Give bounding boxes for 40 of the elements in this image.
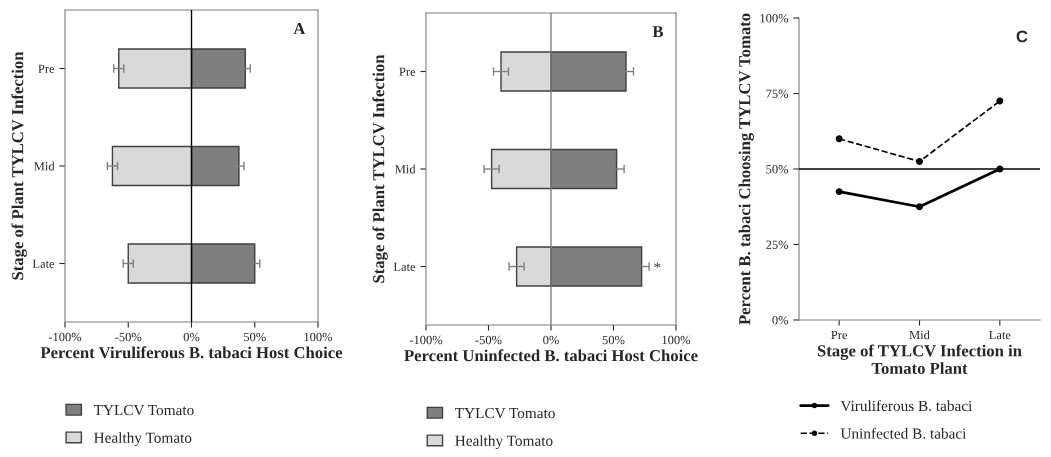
legend-label: Viruliferous B. tabaci [840, 400, 973, 412]
x-tick-label: 100% [304, 332, 333, 342]
legend-label: Healthy Tomato [94, 432, 192, 447]
y-tick-label: 0% [772, 316, 789, 325]
x-axis-title: Percent Viruliferous B. tabaci Host Choice [40, 346, 343, 359]
legend-label: Healthy Tomato [455, 435, 553, 450]
legend-label: TYLCV Tomato [455, 407, 555, 419]
legend-label: Uninfected B. tabaci [840, 427, 967, 439]
x-axis-title: Stage of TYLCV Infection in Tomato Plant [817, 344, 1022, 374]
y-tick-label: Late [393, 262, 416, 271]
x-tick-label: Pre [831, 330, 848, 340]
y-tick-label: Pre [399, 67, 416, 76]
y-tick-label: 25% [766, 240, 789, 249]
x-tick-label: Mid [909, 330, 930, 340]
y-tick-label: Mid [34, 161, 55, 171]
y-tick-label: 50% [766, 165, 789, 174]
y-tick-label: 100% [760, 14, 789, 23]
y-tick-label: Pre [38, 64, 55, 73]
y-tick-label: Late [32, 259, 55, 268]
x-tick-label: 0% [183, 332, 200, 342]
x-tick-label: -50% [475, 335, 502, 345]
x-tick-label: -100% [409, 335, 443, 345]
x-axis-title: Percent Uninfected B. tabaci Host Choice [404, 349, 698, 362]
legend-label: TYLCV Tomato [93, 404, 194, 416]
y-tick-label: 75% [766, 89, 789, 98]
x-tick-label: 100% [662, 335, 691, 345]
x-tick-label: -100% [48, 332, 82, 342]
y-tick-label: Mid [395, 164, 416, 174]
annotation: * [654, 262, 661, 269]
text: A [293, 23, 306, 35]
y-axis-title: Stage of Plant TYLCV Infection [372, 54, 388, 283]
x-tick-label: Late [989, 330, 1011, 340]
y-axis-title: Stage of Plant TYLCV Infection [11, 51, 27, 280]
x-tick-label: 50% [244, 332, 266, 342]
text: C [1016, 30, 1028, 43]
y-axis-title: Percent B. tabaci Choosing TYLCV Tomato [738, 13, 754, 325]
x-tick-label: -50% [115, 332, 142, 342]
x-tick-label: 50% [602, 335, 625, 345]
text: B [652, 26, 664, 38]
x-tick-label: 0% [543, 335, 559, 345]
